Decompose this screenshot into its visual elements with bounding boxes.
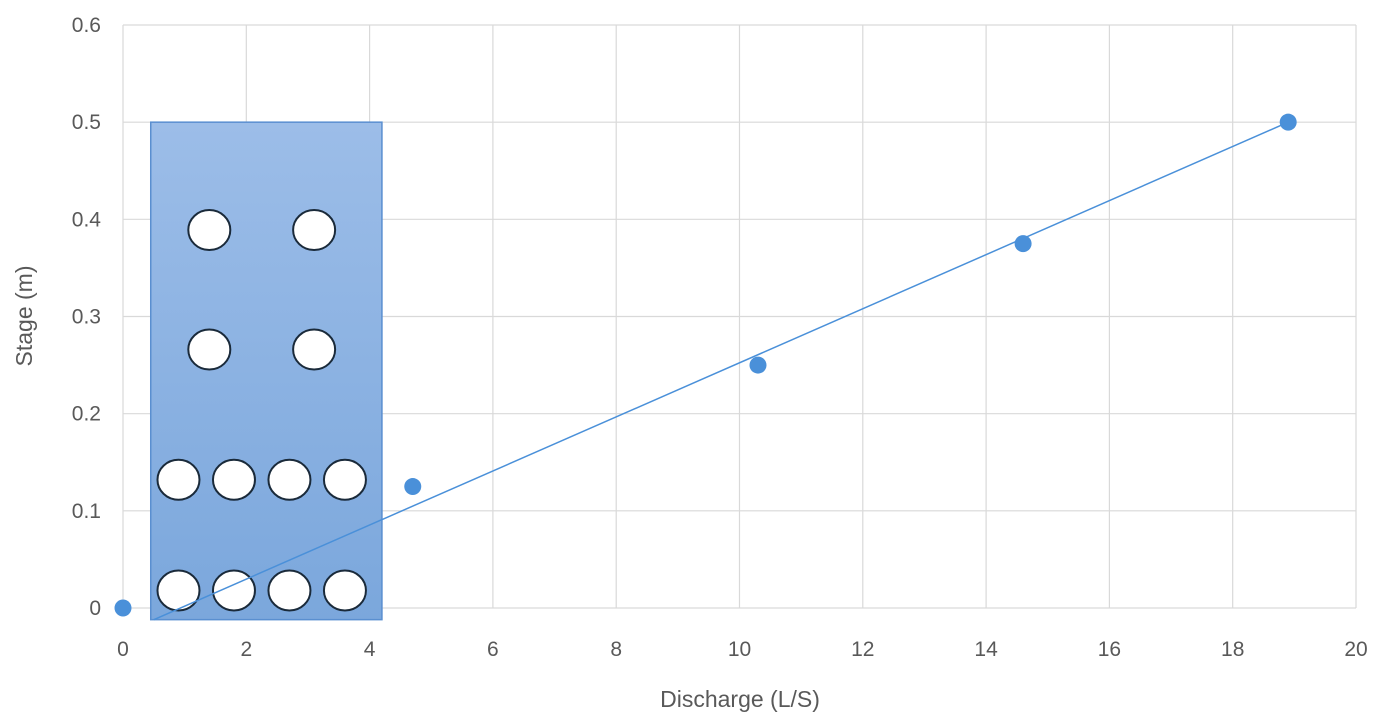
orifice-hole-8 xyxy=(156,569,201,612)
x-tick-label-5: 10 xyxy=(728,638,751,661)
x-axis-tick-labels: 0 2 4 6 8 10 12 14 16 18 20 xyxy=(117,638,1368,661)
y-tick-label-5: 0.5 xyxy=(72,111,101,134)
x-tick-label-1: 2 xyxy=(240,638,252,661)
data-point-0-3 xyxy=(1014,235,1032,253)
x-tick-label-6: 12 xyxy=(851,638,874,661)
orifice-hole-2 xyxy=(187,328,232,371)
y-axis-tick-labels: 0 0.1 0.2 0.3 0.4 0.5 0.6 xyxy=(72,14,102,620)
orifice-panel xyxy=(149,121,383,621)
data-point-0-2 xyxy=(749,356,767,374)
x-tick-label-3: 6 xyxy=(487,638,499,661)
data-point-0-4 xyxy=(1279,113,1297,131)
orifice-hole-10 xyxy=(267,569,312,612)
orifice-hole-5 xyxy=(211,458,256,501)
orifice-hole-1 xyxy=(292,209,337,252)
data-point-0-0 xyxy=(114,599,132,617)
orifice-hole-6 xyxy=(267,458,312,501)
x-tick-label-8: 16 xyxy=(1098,638,1121,661)
trendline-layer xyxy=(153,121,1289,621)
y-tick-label-1: 0.1 xyxy=(72,500,101,523)
data-point-0-1 xyxy=(404,478,422,496)
y-tick-label-2: 0.2 xyxy=(72,403,101,426)
y-tick-label-4: 0.4 xyxy=(72,208,102,231)
y-tick-label-6: 0.6 xyxy=(72,14,101,37)
x-tick-label-2: 4 xyxy=(364,638,376,661)
orifice-hole-0 xyxy=(187,209,232,252)
y-tick-label-0: 0 xyxy=(89,597,101,620)
y-axis-title: Stage (m) xyxy=(11,266,37,367)
x-tick-label-10: 20 xyxy=(1344,638,1367,661)
orifice-hole-7 xyxy=(322,458,367,501)
x-tick-label-0: 0 xyxy=(117,638,129,661)
y-tick-label-3: 0.3 xyxy=(72,306,101,329)
x-tick-label-4: 8 xyxy=(610,638,622,661)
linear-trendline xyxy=(153,121,1289,621)
orifice-hole-11 xyxy=(322,569,367,612)
x-axis-title: Discharge (L/S) xyxy=(660,686,820,712)
orifice-hole-4 xyxy=(156,458,201,501)
x-tick-label-7: 14 xyxy=(974,638,998,661)
data-points xyxy=(114,113,1297,617)
orifice-hole-3 xyxy=(292,328,337,371)
orifice-panel-overlay xyxy=(149,121,383,621)
x-tick-label-9: 18 xyxy=(1221,638,1244,661)
